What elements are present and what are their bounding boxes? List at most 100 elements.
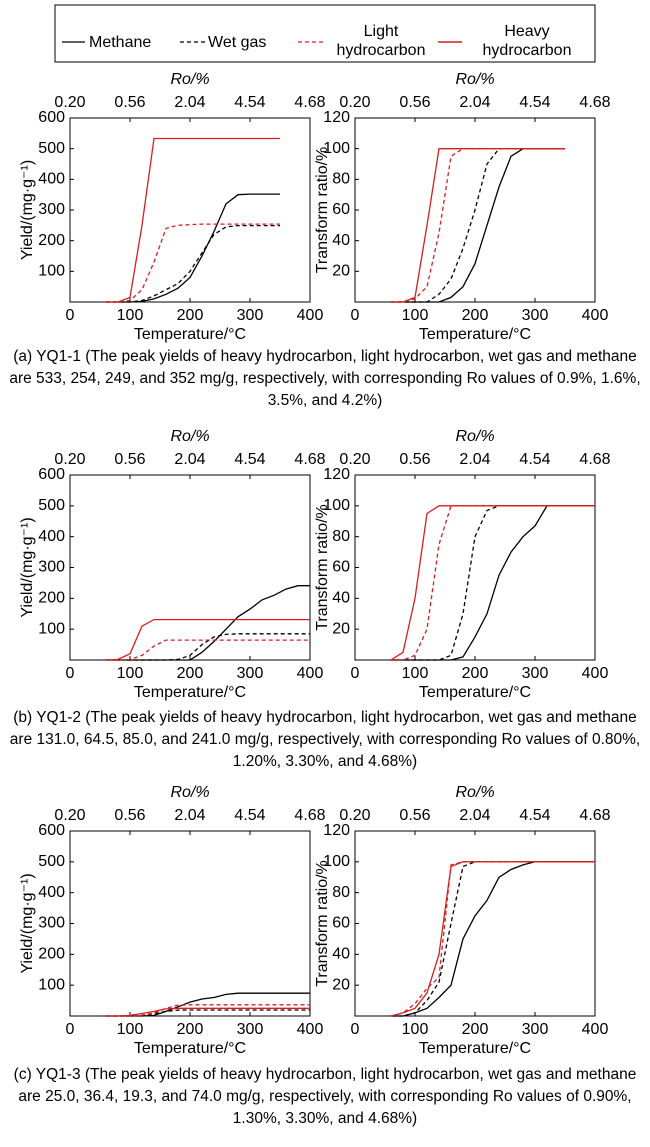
legend-label: Methane — [89, 34, 152, 51]
y-tick-label: 300 — [38, 915, 65, 932]
y-axis-title: Yield/(mg·g⁻¹) — [19, 160, 36, 260]
y-tick-label: 400 — [38, 528, 65, 545]
y-tick-label: 500 — [38, 853, 65, 870]
x-tick-label: 0 — [351, 1021, 360, 1038]
x-tick-label: 300 — [237, 1021, 264, 1038]
series-line — [106, 1004, 310, 1017]
x-tick-label: 300 — [522, 665, 549, 682]
y-tick-label: 200 — [38, 232, 65, 249]
series-line — [106, 1007, 310, 1017]
series-line — [390, 505, 595, 661]
y-tick-label: 600 — [38, 466, 65, 483]
x2-tick-label: 4.54 — [519, 451, 550, 468]
x-axis-title: Temperature/°C — [134, 326, 246, 343]
x2-tick-label: 4.54 — [519, 807, 550, 824]
x2-tick-label: 0.56 — [114, 451, 145, 468]
y-axis-title: Yield/(mg·g⁻¹) — [19, 517, 36, 617]
y-tick-label: 600 — [38, 822, 65, 839]
y-axis-title: Transform ratio/% — [314, 147, 331, 274]
x2-axis-title: Ro/% — [170, 428, 209, 445]
series-line — [106, 639, 310, 661]
series-line — [106, 992, 310, 1017]
x-tick-label: 200 — [462, 307, 489, 324]
y-tick-label: 400 — [38, 884, 65, 901]
legend-box — [54, 4, 596, 63]
y-tick-label: 100 — [323, 853, 350, 870]
series-line — [390, 861, 595, 1017]
series-line — [390, 861, 595, 1017]
x-tick-label: 200 — [462, 665, 489, 682]
x2-tick-label: 0.56 — [114, 94, 145, 111]
series-line — [391, 148, 565, 303]
y-tick-label: 100 — [38, 976, 65, 993]
series-line — [105, 618, 310, 661]
x2-tick-label: 4.68 — [294, 807, 325, 824]
x2-tick-label: 4.68 — [294, 94, 325, 111]
y-tick-label: 80 — [332, 171, 350, 188]
x-tick-label: 100 — [117, 1021, 144, 1038]
x2-tick-label: 4.54 — [234, 451, 265, 468]
y-tick-label: 40 — [332, 946, 350, 963]
x2-tick-label: 2.04 — [174, 807, 205, 824]
y-tick-label: 80 — [332, 884, 350, 901]
x-tick-label: 0 — [66, 307, 75, 324]
y-tick-label: 100 — [38, 620, 65, 637]
plot-frame — [354, 830, 596, 1017]
x-tick-label: 100 — [402, 307, 429, 324]
x-tick-label: 400 — [297, 1021, 324, 1038]
series-line — [106, 1009, 310, 1017]
x-tick-label: 0 — [66, 665, 75, 682]
x-tick-label: 0 — [351, 665, 360, 682]
y-tick-label: 20 — [332, 976, 350, 993]
y-tick-label: 20 — [332, 620, 350, 637]
x2-tick-label: 4.68 — [579, 451, 610, 468]
x-tick-label: 400 — [297, 665, 324, 682]
series-line — [106, 223, 280, 303]
x-tick-label: 100 — [117, 665, 144, 682]
y-tick-label: 80 — [332, 528, 350, 545]
caption: (c) YQ1-3 (The peak yields of heavy hydr… — [13, 1066, 637, 1127]
y-tick-label: 120 — [323, 109, 350, 126]
y-tick-label: 400 — [38, 171, 65, 188]
x-tick-label: 400 — [297, 307, 324, 324]
y-axis-title: Transform ratio/% — [314, 504, 331, 631]
legend-label: Wet gas — [208, 34, 267, 51]
x2-tick-label: 4.54 — [234, 807, 265, 824]
x2-tick-label: 0.20 — [339, 94, 370, 111]
x2-tick-label: 2.04 — [174, 451, 205, 468]
y-tick-label: 60 — [332, 915, 350, 932]
x2-tick-label: 4.68 — [579, 94, 610, 111]
series-line — [391, 148, 565, 303]
x-tick-label: 100 — [117, 307, 144, 324]
x2-tick-label: 4.54 — [519, 94, 550, 111]
series-line — [391, 148, 565, 303]
x2-tick-label: 0.56 — [114, 807, 145, 824]
plot-frame — [69, 830, 311, 1017]
y-axis-title: Yield/(mg·g⁻¹) — [19, 873, 36, 973]
x-axis-title: Temperature/°C — [419, 684, 531, 701]
series-line — [106, 585, 310, 661]
y-tick-label: 60 — [332, 201, 350, 218]
x-tick-label: 300 — [522, 307, 549, 324]
y-tick-label: 200 — [38, 946, 65, 963]
x-axis-title: Temperature/°C — [134, 684, 246, 701]
y-tick-label: 300 — [38, 559, 65, 576]
y-tick-label: 60 — [332, 559, 350, 576]
x-tick-label: 100 — [402, 665, 429, 682]
x-tick-label: 100 — [402, 1021, 429, 1038]
x-axis-title: Temperature/°C — [419, 1040, 531, 1057]
y-tick-label: 600 — [38, 109, 65, 126]
x2-tick-label: 0.20 — [54, 451, 85, 468]
y-tick-label: 100 — [323, 497, 350, 514]
y-axis-title: Transform ratio/% — [314, 860, 331, 987]
x2-tick-label: 4.68 — [579, 807, 610, 824]
series-line — [106, 137, 280, 303]
y-tick-label: 120 — [323, 466, 350, 483]
x-tick-label: 300 — [237, 307, 264, 324]
y-tick-label: 40 — [332, 590, 350, 607]
y-tick-label: 120 — [323, 822, 350, 839]
y-tick-label: 300 — [38, 201, 65, 218]
x2-tick-label: 0.20 — [339, 451, 370, 468]
